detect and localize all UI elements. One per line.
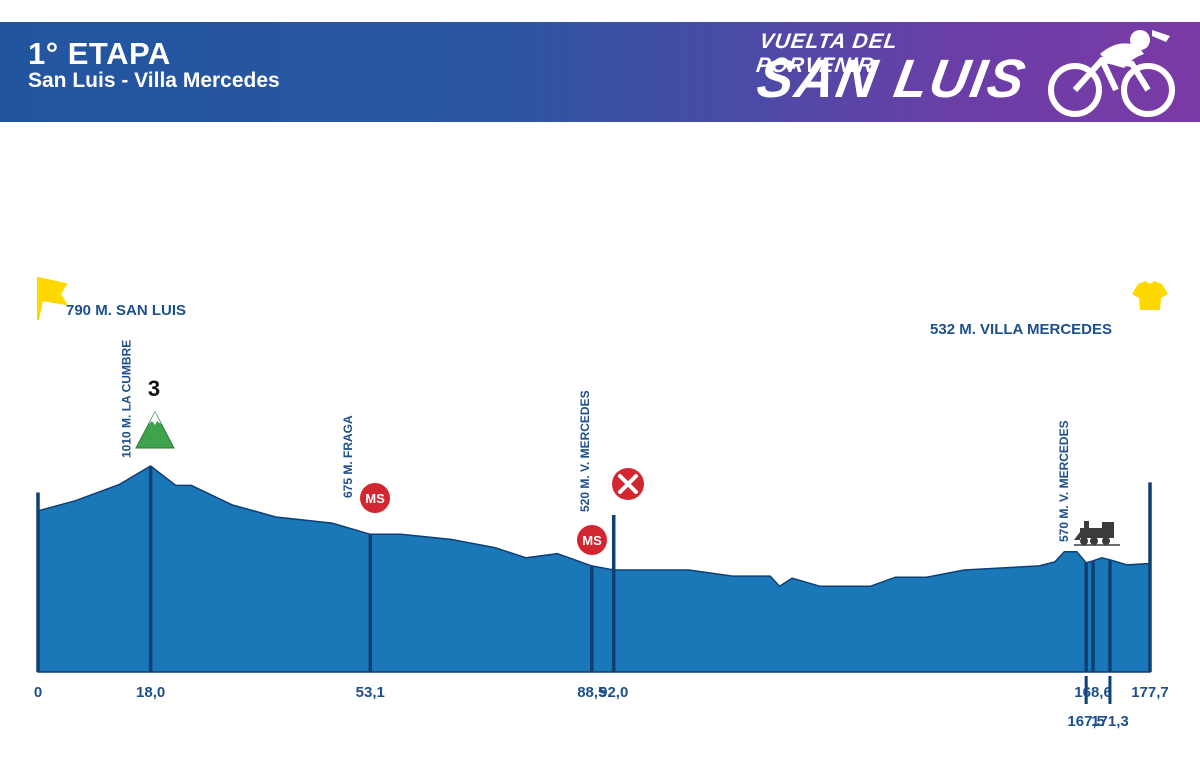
km-label: 167,5	[1067, 713, 1105, 730]
locomotive-icon	[1074, 521, 1120, 546]
km-label: 168,6	[1074, 684, 1112, 701]
leader-jersey-icon	[1132, 281, 1168, 310]
locomotive-cowcatcher	[1074, 532, 1080, 540]
climb-category: 3	[148, 376, 160, 401]
sprint-badge-text: MS	[582, 533, 602, 548]
km-label: 0	[34, 684, 42, 701]
mountain-snow	[149, 412, 161, 425]
km-label: 88,5	[577, 684, 606, 701]
locomotive-wheel	[1080, 537, 1088, 545]
finish-label: 532 M. VILLA MERCEDES	[930, 321, 1112, 338]
climb-label: 1010 M. LA CUMBRE	[120, 340, 134, 458]
km-label: 92,0	[599, 684, 628, 701]
cyclist-icon	[1048, 30, 1175, 117]
sprint-badge-icon	[577, 525, 607, 555]
locomotive-wheel	[1102, 537, 1110, 545]
landmark-label: 570 M. V. MERCEDES	[1057, 420, 1071, 542]
mountain-icon	[135, 410, 175, 449]
elevation-area	[37, 465, 1151, 673]
km-label: 53,1	[356, 684, 385, 701]
locomotive-boiler	[1080, 528, 1102, 538]
sprint-badge-icon	[360, 483, 390, 513]
start-flag-icon	[37, 276, 68, 321]
sprint-badge-text: MS	[365, 491, 385, 506]
sprint-label: 675 M. FRAGA	[341, 415, 355, 498]
stage-route: San Luis - Villa Mercedes	[28, 69, 280, 92]
start-label: 790 M. SAN LUIS	[66, 302, 186, 319]
locomotive-cab	[1102, 522, 1114, 538]
stage-title: 1° ETAPA	[28, 36, 171, 71]
locomotive-chimney	[1084, 521, 1089, 529]
km-label: 177,7	[1131, 684, 1169, 701]
sprint-label: 520 M. V. MERCEDES	[578, 390, 592, 512]
feed-zone-cross	[618, 474, 638, 494]
header-banner	[0, 22, 1200, 122]
km-label: 171,3	[1091, 713, 1129, 730]
km-label: 18,0	[136, 684, 165, 701]
locomotive-wheel	[1090, 537, 1098, 545]
